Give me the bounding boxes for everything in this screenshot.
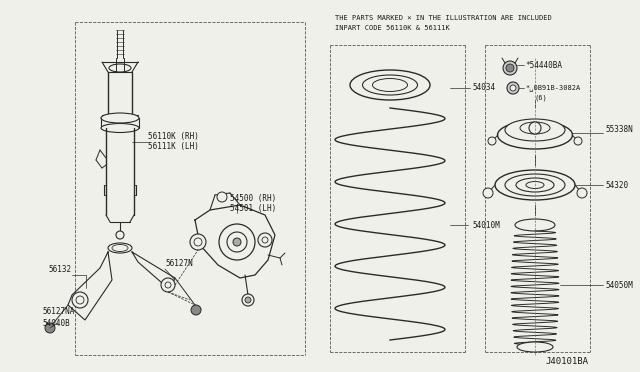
Circle shape (574, 137, 582, 145)
Ellipse shape (362, 75, 417, 95)
Text: 54010M: 54010M (472, 221, 500, 230)
Circle shape (262, 237, 268, 243)
Text: 56132: 56132 (48, 266, 71, 275)
Circle shape (506, 64, 514, 72)
Circle shape (219, 224, 255, 260)
Circle shape (72, 292, 88, 308)
Circle shape (45, 323, 55, 333)
Ellipse shape (515, 219, 555, 231)
Circle shape (507, 82, 519, 94)
Text: J40101BA: J40101BA (545, 357, 588, 366)
Text: 54040B: 54040B (42, 318, 70, 327)
Circle shape (217, 192, 227, 202)
Ellipse shape (109, 64, 131, 72)
Ellipse shape (497, 121, 573, 149)
Text: (6): (6) (535, 95, 548, 101)
Circle shape (116, 231, 124, 239)
Ellipse shape (520, 122, 550, 134)
Circle shape (577, 188, 587, 198)
Ellipse shape (372, 78, 408, 92)
Circle shape (483, 188, 493, 198)
Circle shape (190, 234, 206, 250)
Ellipse shape (517, 342, 553, 352)
Circle shape (503, 61, 517, 75)
Text: 54034: 54034 (472, 83, 495, 93)
Ellipse shape (101, 124, 139, 132)
Circle shape (161, 278, 175, 292)
Text: 56111K (LH): 56111K (LH) (148, 142, 199, 151)
Circle shape (242, 294, 254, 306)
Ellipse shape (505, 119, 565, 141)
Ellipse shape (108, 243, 132, 253)
Text: *␣0B91B-3082A: *␣0B91B-3082A (525, 85, 580, 92)
Circle shape (227, 232, 247, 252)
Circle shape (245, 297, 251, 303)
Ellipse shape (101, 113, 139, 123)
Circle shape (510, 85, 516, 91)
Text: 54320: 54320 (605, 180, 628, 189)
Ellipse shape (112, 244, 128, 251)
Circle shape (191, 305, 201, 315)
Text: *54440BA: *54440BA (525, 61, 562, 70)
Circle shape (488, 137, 496, 145)
Text: INPART CODE 56110K & 56111K: INPART CODE 56110K & 56111K (335, 25, 450, 31)
Text: 54501 (LH): 54501 (LH) (230, 203, 276, 212)
Ellipse shape (505, 174, 565, 196)
Text: 56127N: 56127N (165, 259, 193, 267)
Circle shape (233, 238, 241, 246)
Text: 55338N: 55338N (605, 125, 633, 135)
Text: THE PARTS MARKED × IN THE ILLUSTRATION ARE INCLUDED: THE PARTS MARKED × IN THE ILLUSTRATION A… (335, 15, 552, 21)
Circle shape (76, 296, 84, 304)
Circle shape (258, 233, 272, 247)
Text: 54500 (RH): 54500 (RH) (230, 193, 276, 202)
Ellipse shape (516, 178, 554, 192)
Circle shape (529, 122, 541, 134)
Text: 56127NA: 56127NA (42, 308, 74, 317)
Ellipse shape (495, 170, 575, 200)
Circle shape (194, 238, 202, 246)
Circle shape (165, 282, 171, 288)
Ellipse shape (350, 70, 430, 100)
Text: 54050M: 54050M (605, 280, 633, 289)
Text: 56110K (RH): 56110K (RH) (148, 132, 199, 141)
Ellipse shape (526, 182, 544, 189)
